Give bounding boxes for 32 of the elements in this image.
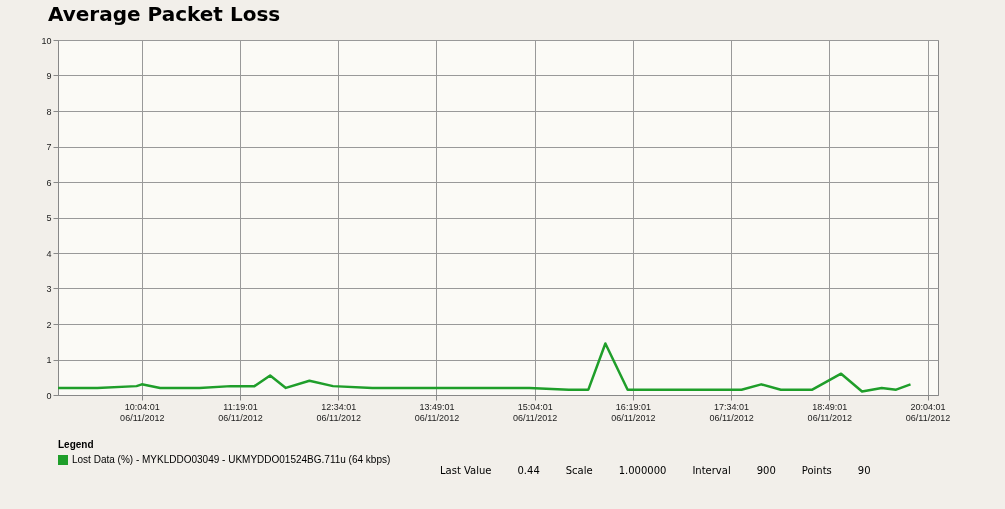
y-tick-label: 5 — [46, 213, 52, 223]
text: Interval — [691, 465, 732, 476]
y-tick-label: 2 — [46, 319, 52, 330]
y-tick-label: 8 — [46, 106, 52, 117]
x-tick-label: 12:34:01 06/11/2012 — [316, 401, 361, 423]
y-tick-label: 0 — [46, 390, 52, 401]
x-tick-label: 20:04:01 06/11/2012 — [905, 401, 951, 423]
y-tick-label: 4 — [46, 248, 52, 259]
text: Scale — [564, 465, 594, 476]
text: Last Value — [439, 465, 493, 476]
x-tick-label: 16:19:01 06/11/2012 — [611, 401, 656, 423]
text: 1.000000 — [617, 465, 668, 476]
y-tick-label: 3 — [46, 284, 52, 294]
x-tick-label: 17:34:01 06/11/2012 — [709, 401, 754, 423]
x-tick-label: 10:04:01 06/11/2012 — [120, 401, 165, 423]
x-tick-label: 18:49:01 06/11/2012 — [807, 401, 852, 423]
chart-title: Average Packet Loss — [47, 1, 282, 26]
y-tick-label: 1 — [46, 355, 52, 365]
y-tick-label: 7 — [46, 142, 52, 152]
x-tick-label: 11:19:01 06/11/2012 — [218, 401, 263, 423]
text: Points — [800, 465, 833, 476]
text: 900 — [755, 465, 777, 476]
x-tick-label: 15:04:01 06/11/2012 — [512, 401, 558, 423]
y-tick-label: 6 — [46, 177, 52, 188]
legend-title: Legend — [58, 439, 94, 450]
line-series — [56, 342, 912, 393]
x-tick-label: 13:49:01 06/11/2012 — [414, 401, 460, 423]
text: 0.44 — [516, 465, 541, 476]
y-tick-label: 9 — [46, 71, 52, 81]
y-tick-label: 10 — [41, 35, 52, 46]
text: 90 — [856, 465, 872, 476]
legend-label: Lost Data (%) - MYKLDDO03049 - UKMYDDO01524BG.711u (64 kbps) — [72, 454, 391, 465]
